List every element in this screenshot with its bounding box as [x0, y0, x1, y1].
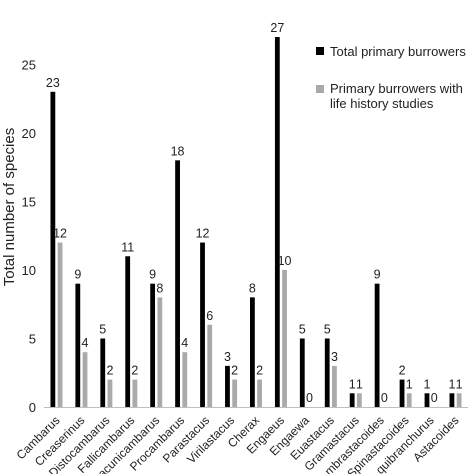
- bar-total: [100, 338, 106, 407]
- data-label: 2: [231, 364, 238, 378]
- data-label: 3: [331, 350, 338, 364]
- legend-label-total: Total primary burrowers: [330, 44, 466, 59]
- bar-studied: [456, 393, 462, 407]
- data-label: 4: [82, 336, 89, 350]
- data-label: 12: [53, 227, 67, 241]
- data-label: 3: [224, 350, 231, 364]
- bar-studied: [332, 365, 337, 407]
- y-tick-label: 10: [22, 263, 36, 278]
- data-label: 4: [181, 336, 188, 350]
- bar-total: [225, 365, 230, 407]
- data-label: 6: [206, 309, 213, 323]
- y-axis-label: Total number of species: [1, 128, 18, 286]
- data-label: 18: [171, 144, 185, 158]
- data-label: 9: [149, 268, 156, 282]
- data-label: 0: [306, 391, 313, 405]
- data-label: 2: [131, 364, 138, 378]
- data-label: 1: [406, 377, 413, 391]
- data-label: 12: [196, 227, 210, 241]
- y-tick-label: 15: [22, 194, 36, 209]
- bar-studied: [157, 297, 163, 407]
- data-label: 0: [381, 391, 388, 405]
- bars: [50, 37, 462, 407]
- data-label: 5: [324, 322, 331, 336]
- data-label: 9: [374, 268, 381, 282]
- bar-studied: [182, 352, 188, 407]
- data-label: 1: [448, 377, 455, 391]
- bar-studied: [82, 352, 88, 407]
- data-label: 2: [256, 364, 263, 378]
- legend-label-studied: Primary burrowers with: [330, 81, 463, 96]
- data-label: 9: [74, 268, 81, 282]
- data-label: 2: [399, 364, 406, 378]
- bar-total: [175, 160, 180, 407]
- bar-total: [424, 393, 430, 407]
- data-label: 0: [431, 391, 438, 405]
- data-label: 23: [46, 76, 60, 90]
- y-axis: 0 5 10 15 20 25: [22, 57, 36, 415]
- data-label: 5: [299, 322, 306, 336]
- y-tick-label: 5: [29, 331, 36, 346]
- bar-total: [200, 242, 205, 407]
- category-labels: CambarusCreaserinusDistocambarusFallicam…: [14, 413, 462, 474]
- data-label: 27: [270, 21, 284, 35]
- bar-total: [250, 297, 255, 407]
- legend: Total primary burrowers Primary burrowers…: [316, 44, 466, 111]
- bar-total: [449, 393, 455, 407]
- bar-studied: [207, 324, 213, 407]
- bar-total: [75, 283, 81, 407]
- bar-studied: [57, 242, 63, 407]
- bar-studied: [232, 379, 238, 407]
- data-label: 8: [249, 281, 256, 295]
- bar-total: [299, 338, 305, 407]
- data-label: 1: [456, 377, 463, 391]
- data-label: 1: [349, 377, 356, 391]
- y-tick-label: 20: [22, 126, 36, 141]
- bar-total: [349, 393, 355, 407]
- bar-studied: [356, 393, 362, 407]
- data-label: 1: [424, 377, 431, 391]
- bar-total: [50, 91, 56, 407]
- bar-studied: [257, 379, 262, 407]
- bar-total: [324, 338, 330, 407]
- data-label: 11: [121, 240, 134, 254]
- bar-studied: [132, 379, 138, 407]
- bar-total: [399, 379, 405, 407]
- legend-swatch-total: [316, 47, 324, 55]
- legend-label-studied: life history studies: [330, 96, 434, 111]
- y-tick-label: 0: [29, 400, 36, 415]
- legend-swatch-studied: [316, 85, 324, 93]
- bar-total: [125, 256, 131, 407]
- bar-total: [374, 283, 380, 407]
- data-label: 10: [278, 254, 292, 268]
- data-label: 1: [356, 377, 363, 391]
- data-label: 5: [99, 322, 106, 336]
- y-tick-label: 25: [22, 57, 36, 72]
- bar-studied: [406, 393, 412, 407]
- data-label: 2: [106, 364, 113, 378]
- bar-studied: [282, 269, 287, 407]
- bar-total: [274, 37, 280, 407]
- bar-studied: [107, 379, 113, 407]
- bar-total: [150, 283, 156, 407]
- data-label: 8: [156, 281, 163, 295]
